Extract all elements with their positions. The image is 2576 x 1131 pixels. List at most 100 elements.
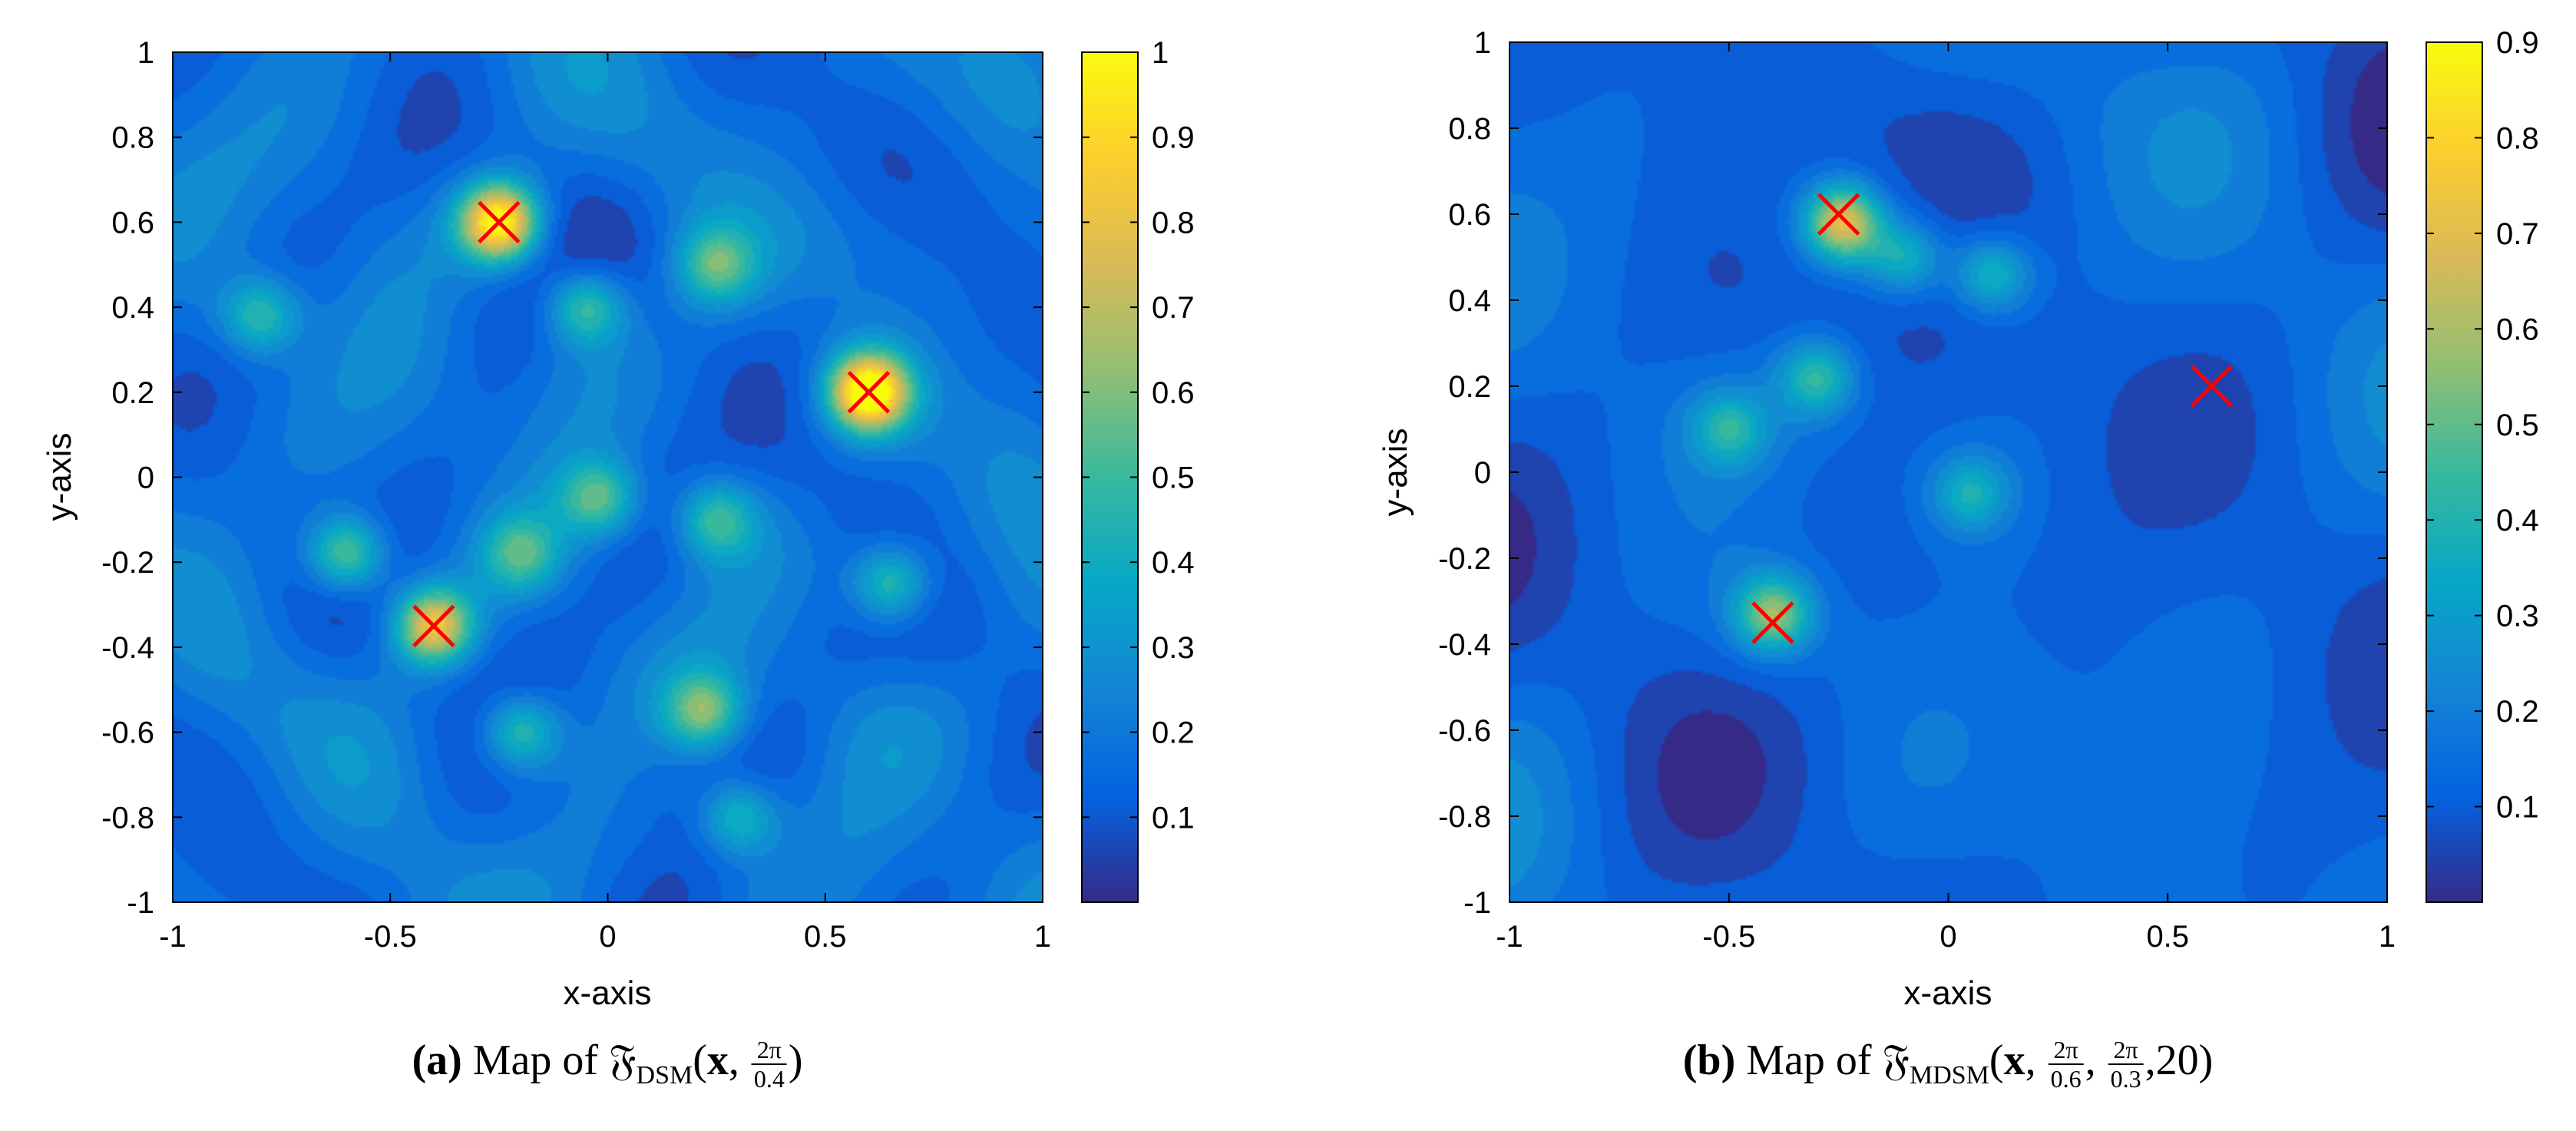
colorbar-tick-label: 0.5 bbox=[1152, 461, 1195, 495]
marker-x bbox=[2190, 365, 2234, 408]
caption-b-label: (b) bbox=[1682, 1037, 1736, 1084]
marker-x bbox=[412, 604, 455, 647]
colorbar-tick-label: 0.3 bbox=[2496, 600, 2539, 633]
y-tick-label: 0.2 bbox=[1448, 370, 1491, 404]
colorbar-tick-label: 0.4 bbox=[1152, 546, 1195, 580]
y-tick-label: -1 bbox=[127, 886, 154, 920]
caption-b-frac1-den: 0.6 bbox=[2050, 1065, 2082, 1093]
y-tick-label: -0.2 bbox=[101, 546, 154, 580]
y-tick-label: 0.6 bbox=[1448, 198, 1491, 232]
y-tick-label: 0.2 bbox=[111, 376, 154, 410]
colorbar-tick-label: 0.6 bbox=[2496, 313, 2539, 346]
caption-a-sep: , bbox=[728, 1037, 739, 1084]
y-tick-label: -0.4 bbox=[101, 631, 154, 665]
x-tick-label: -0.5 bbox=[1702, 920, 1755, 954]
colorbar-tick-label: 0.8 bbox=[1152, 206, 1195, 240]
caption-a-frac: 2π 0.4 bbox=[751, 1036, 787, 1093]
colorbar-tick-label: 0.9 bbox=[2496, 26, 2539, 60]
colorbar-tick-label: 0.4 bbox=[2496, 504, 2539, 537]
caption-a-x: x bbox=[706, 1037, 729, 1084]
panel-a-colorbar bbox=[1081, 51, 1139, 903]
caption-a-text: Map of bbox=[472, 1037, 599, 1084]
marker-x-stroke bbox=[412, 604, 455, 647]
y-tick-label: -0.2 bbox=[1438, 542, 1491, 576]
panel-b-heatmap bbox=[1510, 42, 2387, 902]
caption-b-close: ) bbox=[2198, 1037, 2214, 1084]
caption-a-frak: 𝔉 bbox=[609, 1035, 637, 1085]
y-tick-label: 1 bbox=[137, 36, 154, 70]
x-tick-label: 1 bbox=[2379, 920, 2396, 954]
caption-a: (a) Map of 𝔉DSM(x, 2π 0.4) bbox=[412, 1035, 802, 1096]
panel-b-colorbar bbox=[2426, 41, 2483, 903]
caption-b-frac2: 2π 0.3 bbox=[2108, 1036, 2144, 1093]
caption-b-last: 20 bbox=[2155, 1037, 2199, 1084]
y-tick-label: -0.8 bbox=[1438, 800, 1491, 834]
colorbar-tick-label: 1 bbox=[1152, 36, 1169, 70]
y-tick-label: -1 bbox=[1463, 886, 1491, 920]
caption-a-frac-den: 0.4 bbox=[753, 1065, 785, 1093]
caption-a-open: ( bbox=[693, 1037, 707, 1084]
panel-b-colorbar-ticks: 0.9 0.8 0.7 0.6 0.5 0.4 0.3 0.2 0.1 bbox=[2426, 26, 2539, 825]
caption-b-sep3: , bbox=[2144, 1037, 2156, 1084]
colorbar-tick-label: 0.2 bbox=[1152, 716, 1195, 750]
y-tick-label: 0.4 bbox=[111, 291, 154, 325]
panel-a-ticks: -1 -0.5 0 0.5 1 1 0.8 0.6 0.4 0.2 0 -0.2 -0.4 -0.6 -0.… bbox=[101, 36, 1051, 954]
caption-a-label: (a) bbox=[412, 1037, 462, 1084]
x-tick-label: -1 bbox=[1496, 920, 1523, 954]
panel-b-markers bbox=[1751, 193, 2234, 644]
panel-b-chart: -1 -0.5 0 0.5 1 1 0.8 0.6 0.4 0.2 0 -0.2 -0.4 -0.6 -0.… bbox=[1377, 26, 2539, 1012]
marker-x-stroke bbox=[2190, 365, 2234, 408]
y-tick-label: 1 bbox=[1474, 26, 1491, 60]
colorbar-tick-label: 0.3 bbox=[1152, 631, 1195, 665]
x-tick-label: -0.5 bbox=[364, 920, 417, 954]
colorbar-tick-label: 0.7 bbox=[2496, 217, 2539, 251]
caption-b-frac1: 2π 0.6 bbox=[2048, 1036, 2084, 1093]
marker-x bbox=[1817, 193, 1860, 236]
y-tick-label: 0.8 bbox=[111, 121, 154, 155]
x-tick-label: 0.5 bbox=[804, 920, 847, 954]
marker-x-stroke bbox=[478, 200, 521, 244]
caption-b-sub: MDSM bbox=[1909, 1061, 1989, 1090]
caption-b-frac2-num: 2π bbox=[2108, 1036, 2144, 1066]
caption-b-sep1: , bbox=[2025, 1037, 2036, 1084]
colorbar-tick-label: 0.6 bbox=[1152, 376, 1195, 410]
marker-x bbox=[847, 371, 891, 414]
x-tick-label: 1 bbox=[1034, 920, 1051, 954]
x-tick-label: 0.5 bbox=[2146, 920, 2189, 954]
marker-x bbox=[478, 200, 521, 244]
marker-x bbox=[1751, 601, 1794, 644]
panel-a-colorbar-ticks: 1 0.9 0.8 0.7 0.6 0.5 0.4 0.3 0.2 0.1 bbox=[1082, 36, 1195, 835]
y-tick-label: 0.8 bbox=[1448, 112, 1491, 146]
x-tick-label: 0 bbox=[599, 920, 616, 954]
caption-b-text: Map of bbox=[1746, 1037, 1872, 1084]
caption-b: (b) Map of 𝔉MDSM(x, 2π 0.6, 2π 0.3,20) bbox=[1683, 1035, 2213, 1096]
panel-a-ylabel: y-axis bbox=[41, 433, 78, 521]
colorbar-tick-label: 0.8 bbox=[2496, 121, 2539, 155]
caption-a-frac-num: 2π bbox=[751, 1036, 787, 1066]
panel-a-heatmap bbox=[173, 52, 1043, 902]
colorbar-tick-label: 0.1 bbox=[2496, 791, 2539, 825]
colorbar-tick-label: 0.9 bbox=[1152, 121, 1195, 155]
y-tick-label: 0 bbox=[1474, 456, 1491, 490]
caption-b-frac1-num: 2π bbox=[2048, 1036, 2084, 1066]
panel-b-ticks: -1 -0.5 0 0.5 1 1 0.8 0.6 0.4 0.2 0 -0.2 -0.4 -0.6 -0.… bbox=[1438, 26, 2396, 954]
panel-a-chart: -1 -0.5 0 0.5 1 1 0.8 0.6 0.4 0.2 0 -0.2 -0.4 -0.6 -0.… bbox=[41, 36, 1195, 1012]
panel-a-markers bbox=[412, 200, 891, 647]
caption-a-close: ) bbox=[788, 1037, 803, 1084]
x-tick-label: 0 bbox=[1939, 920, 1956, 954]
caption-b-sep2: , bbox=[2085, 1037, 2096, 1084]
y-tick-label: 0.4 bbox=[1448, 284, 1491, 318]
caption-b-open: ( bbox=[1989, 1037, 2004, 1084]
panel-a-xlabel: x-axis bbox=[564, 974, 652, 1012]
colorbar-tick-label: 0.1 bbox=[1152, 801, 1195, 835]
y-tick-label: -0.8 bbox=[101, 801, 154, 835]
caption-b-frac2-den: 0.3 bbox=[2110, 1065, 2141, 1093]
colorbar-tick-label: 0.2 bbox=[2496, 695, 2539, 729]
y-tick-label: -0.6 bbox=[1438, 714, 1491, 748]
panel-b-ylabel: y-axis bbox=[1377, 428, 1414, 517]
y-tick-label: 0 bbox=[137, 461, 154, 495]
y-tick-label: -0.4 bbox=[1438, 628, 1491, 662]
marker-x-stroke bbox=[1817, 193, 1860, 236]
colorbar-tick-label: 0.7 bbox=[1152, 291, 1195, 325]
